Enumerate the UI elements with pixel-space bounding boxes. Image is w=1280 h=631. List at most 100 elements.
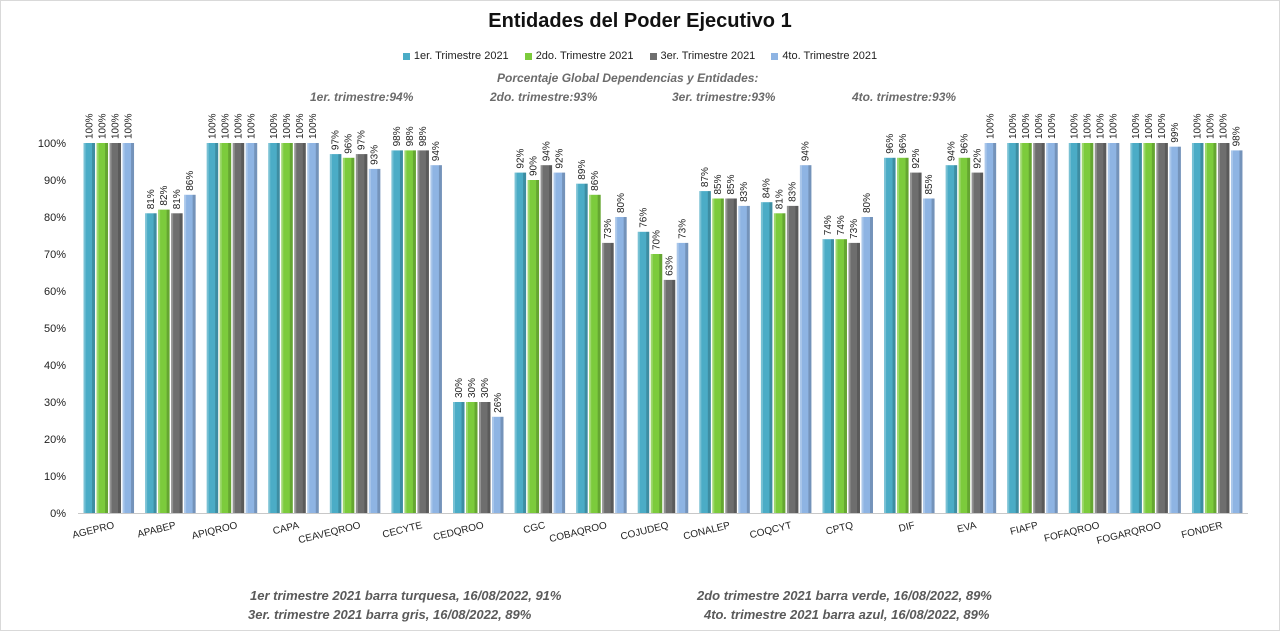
x-tick-label: COJUDEQ xyxy=(620,520,670,543)
data-label: 100% xyxy=(282,113,293,139)
data-label: 100% xyxy=(110,113,121,139)
data-label: 100% xyxy=(97,113,108,139)
x-tick-label: CECYTE xyxy=(381,520,423,541)
bar-highlight xyxy=(417,150,420,513)
bar-highlight xyxy=(1204,143,1207,513)
data-label: 100% xyxy=(1021,113,1032,139)
bar-highlight xyxy=(637,231,640,514)
bar xyxy=(786,205,799,513)
data-label: 83% xyxy=(788,182,799,202)
bar-highlight xyxy=(945,165,948,513)
chart-title: Entidades del Poder Ejecutivo 1 xyxy=(488,10,792,32)
bar-highlight xyxy=(1143,143,1146,513)
data-label: 89% xyxy=(577,160,588,180)
bar-shade xyxy=(438,165,442,513)
bar-highlight xyxy=(453,402,456,513)
bar-highlight xyxy=(294,143,297,513)
bar-highlight xyxy=(245,143,248,513)
data-label: 100% xyxy=(1034,113,1045,139)
bar-shade xyxy=(351,157,355,514)
data-label: 100% xyxy=(1206,113,1217,139)
data-label: 100% xyxy=(1219,113,1230,139)
bar xyxy=(1143,143,1155,513)
bar xyxy=(650,254,663,513)
bar-shade xyxy=(892,157,896,514)
bar-highlight xyxy=(1156,143,1159,513)
bar-highlight xyxy=(835,239,838,513)
bar-shade xyxy=(993,143,997,513)
bar-shade xyxy=(1054,143,1058,513)
bar-highlight xyxy=(1068,143,1071,513)
bar-shade xyxy=(769,202,773,513)
bar-shade xyxy=(1077,143,1081,513)
bar xyxy=(958,157,971,514)
bar-highlight xyxy=(984,143,987,513)
data-label: 100% xyxy=(220,113,231,139)
legend-item-q2: 2do. Trimestre 2021 xyxy=(524,50,634,62)
bar-highlight xyxy=(268,143,271,513)
bar-highlight xyxy=(391,150,394,513)
bar-shade xyxy=(597,194,601,514)
bar-highlight xyxy=(184,194,187,514)
bar xyxy=(848,242,860,513)
legend-item-q3: 3er. Trimestre 2021 xyxy=(649,50,755,62)
x-tick-label: FOGARQROO xyxy=(1096,520,1163,547)
data-label: 73% xyxy=(603,219,614,239)
bar-highlight xyxy=(1046,143,1049,513)
data-label: 26% xyxy=(493,393,504,413)
bar-shade xyxy=(623,217,627,513)
bar-highlight xyxy=(206,143,209,513)
bar xyxy=(514,172,527,513)
data-label: 74% xyxy=(823,215,834,235)
bar-shade xyxy=(338,154,342,513)
bar-shade xyxy=(746,205,750,513)
data-label: 100% xyxy=(207,113,218,139)
data-label: 87% xyxy=(700,167,711,187)
bar-shade xyxy=(241,143,245,513)
bar xyxy=(145,213,157,514)
bar-shade xyxy=(1138,143,1142,513)
bar-highlight xyxy=(602,242,605,513)
data-label: 94% xyxy=(801,141,812,161)
data-label: 100% xyxy=(1193,113,1204,139)
data-label: 80% xyxy=(862,193,873,213)
bar-highlight xyxy=(158,209,161,513)
bar xyxy=(663,279,676,513)
bar xyxy=(676,242,689,513)
bar-highlight xyxy=(897,157,900,514)
bar-highlight xyxy=(553,172,556,513)
data-label: 100% xyxy=(1131,113,1142,139)
data-label: 100% xyxy=(295,113,306,139)
bar-shade xyxy=(228,143,232,513)
data-label: 100% xyxy=(123,113,134,139)
bar-shade xyxy=(1226,143,1230,513)
bar-shade xyxy=(720,198,724,513)
data-label: 76% xyxy=(639,208,650,228)
bar-shade xyxy=(733,198,737,513)
data-label: 73% xyxy=(849,219,860,239)
bar-highlight xyxy=(96,143,99,513)
bar xyxy=(1204,143,1217,513)
data-label: 30% xyxy=(454,378,465,398)
global-percentage-header: Porcentaje Global Dependencias y Entidad… xyxy=(497,71,759,85)
bar-shade xyxy=(92,143,96,513)
legend-swatch-q1 xyxy=(402,52,410,60)
bar-shade xyxy=(795,205,799,513)
bar xyxy=(822,239,834,513)
bar xyxy=(637,231,650,514)
bar xyxy=(615,217,627,513)
bar-highlight xyxy=(1191,143,1194,513)
data-label: 92% xyxy=(554,148,565,168)
data-label: 100% xyxy=(84,113,95,139)
footer-line1-right: 2do trimestre 2021 barra verde, 16/08/20… xyxy=(697,588,992,603)
bar-shade xyxy=(1213,143,1217,513)
bar xyxy=(1230,150,1243,513)
bar-shade xyxy=(289,143,293,513)
bar-shade xyxy=(474,402,478,513)
bar xyxy=(83,143,96,513)
legend-label-q4: 4to. Trimestre 2021 xyxy=(782,50,878,62)
bar-shade xyxy=(931,198,935,513)
bar xyxy=(923,198,935,513)
x-tick-label: CEDQROO xyxy=(432,520,485,543)
